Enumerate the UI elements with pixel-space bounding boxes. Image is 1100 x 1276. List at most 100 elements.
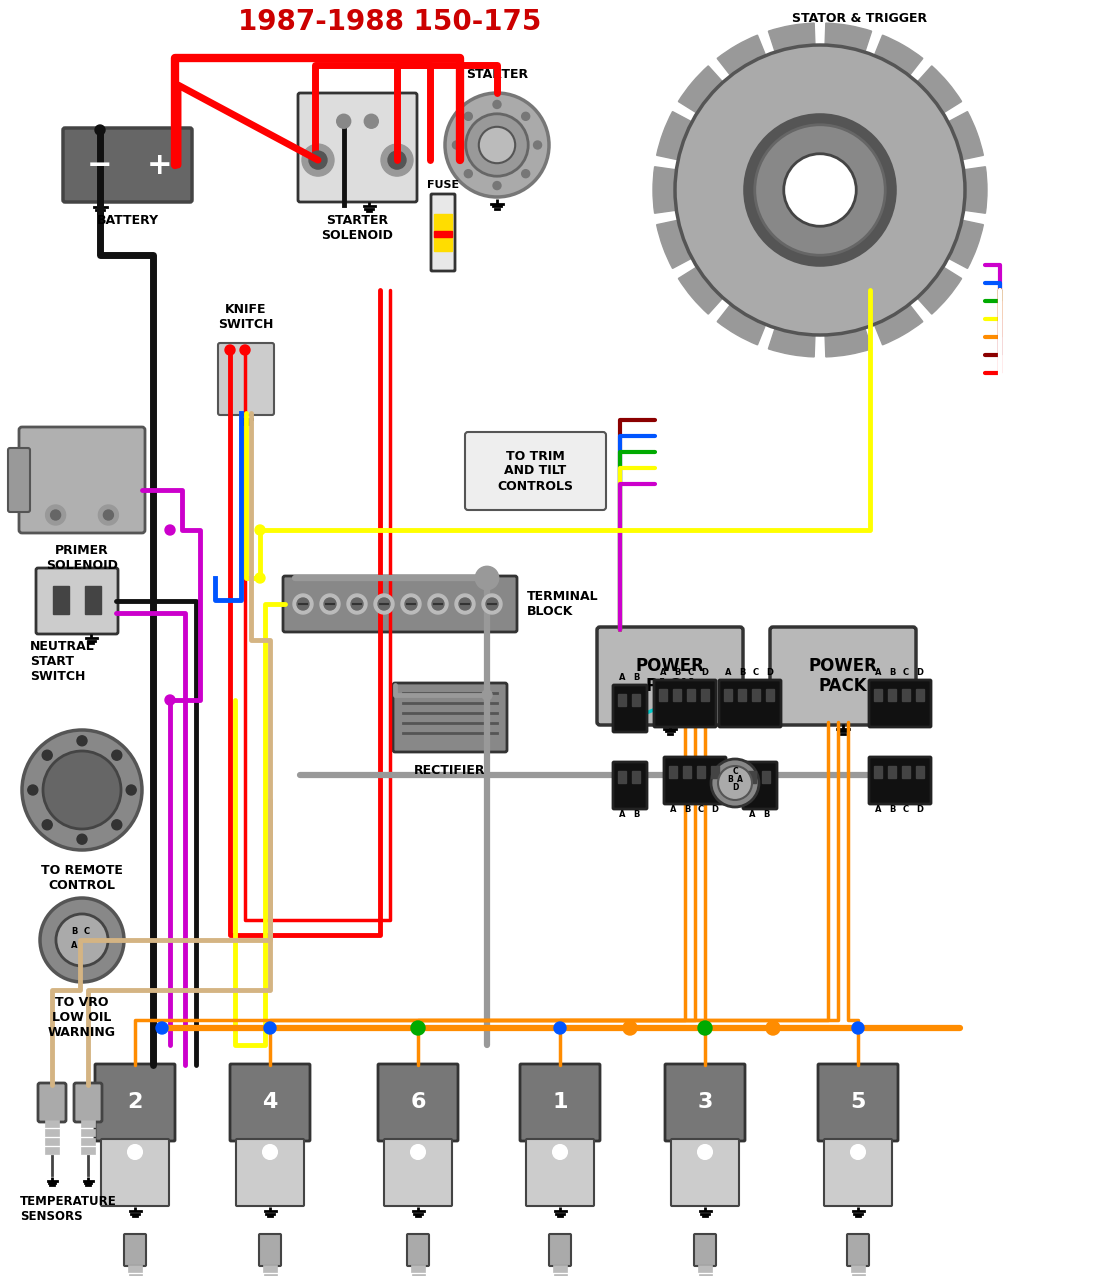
Text: 1: 1 [552, 1092, 568, 1113]
Text: D: D [732, 783, 738, 792]
Text: 4: 4 [262, 1092, 277, 1113]
Circle shape [165, 695, 175, 706]
Bar [874, 766, 882, 778]
Bar [45, 1120, 59, 1127]
FancyBboxPatch shape [431, 194, 455, 271]
FancyBboxPatch shape [818, 1064, 898, 1141]
Bar [669, 766, 676, 778]
Circle shape [364, 115, 378, 129]
FancyBboxPatch shape [218, 343, 274, 415]
FancyBboxPatch shape [95, 1064, 175, 1141]
FancyBboxPatch shape [869, 757, 931, 804]
Wedge shape [820, 36, 923, 190]
FancyBboxPatch shape [8, 448, 30, 512]
Text: B: B [632, 810, 639, 819]
Text: D: D [712, 805, 718, 814]
Wedge shape [820, 190, 961, 314]
Circle shape [381, 144, 412, 176]
Wedge shape [820, 190, 871, 357]
FancyBboxPatch shape [671, 1139, 739, 1206]
Circle shape [98, 505, 119, 524]
Text: POWER
PACK: POWER PACK [808, 657, 878, 695]
Text: RECTIFIER: RECTIFIER [415, 764, 486, 777]
Bar [45, 1147, 59, 1154]
Text: FUSE: FUSE [427, 180, 459, 190]
Bar [85, 586, 100, 614]
Circle shape [40, 898, 124, 983]
Wedge shape [717, 190, 820, 345]
Circle shape [346, 595, 367, 614]
Circle shape [22, 730, 142, 850]
Wedge shape [820, 23, 871, 190]
Bar [748, 771, 756, 783]
Circle shape [302, 144, 334, 176]
Circle shape [293, 595, 314, 614]
Text: A: A [618, 672, 625, 681]
Text: D: D [916, 669, 924, 678]
Text: BATTERY: BATTERY [97, 214, 158, 227]
FancyBboxPatch shape [824, 1139, 892, 1206]
Circle shape [165, 524, 175, 535]
FancyBboxPatch shape [719, 680, 781, 727]
Wedge shape [820, 190, 923, 345]
Bar [701, 689, 710, 701]
Circle shape [126, 785, 136, 795]
Text: C: C [903, 669, 909, 678]
Text: 6: 6 [410, 1092, 426, 1113]
Bar [411, 1273, 425, 1276]
Circle shape [476, 567, 498, 590]
Circle shape [103, 510, 113, 521]
Circle shape [411, 1145, 425, 1159]
Text: A: A [725, 669, 732, 678]
Bar [434, 214, 452, 251]
Bar [902, 766, 910, 778]
Bar [916, 689, 924, 701]
Circle shape [412, 1022, 424, 1034]
FancyBboxPatch shape [526, 1139, 594, 1206]
FancyBboxPatch shape [694, 1234, 716, 1266]
Circle shape [255, 524, 265, 535]
Bar [698, 1265, 712, 1272]
Circle shape [852, 1022, 864, 1034]
Circle shape [374, 595, 394, 614]
FancyBboxPatch shape [869, 680, 931, 727]
Circle shape [745, 115, 895, 265]
Circle shape [309, 151, 327, 170]
Text: C: C [688, 669, 694, 678]
Bar [553, 1265, 566, 1272]
Text: B: B [889, 669, 895, 678]
FancyBboxPatch shape [613, 762, 647, 809]
Circle shape [486, 598, 498, 610]
FancyBboxPatch shape [597, 627, 743, 725]
Bar [673, 689, 681, 701]
Circle shape [43, 752, 121, 829]
Circle shape [42, 819, 52, 829]
Text: 5: 5 [850, 1092, 866, 1113]
Wedge shape [679, 190, 820, 314]
Circle shape [755, 125, 886, 255]
Text: B: B [70, 928, 77, 937]
Bar [553, 1273, 566, 1276]
Circle shape [28, 785, 37, 795]
Circle shape [455, 595, 475, 614]
Text: TEMPERATURE
SENSORS: TEMPERATURE SENSORS [20, 1196, 117, 1222]
Circle shape [77, 835, 87, 845]
FancyBboxPatch shape [36, 568, 118, 634]
Wedge shape [657, 111, 820, 190]
Text: STARTER
SOLENOID: STARTER SOLENOID [321, 214, 394, 242]
Circle shape [493, 101, 500, 108]
Text: TO VRO
LOW OIL
WARNING: TO VRO LOW OIL WARNING [48, 997, 116, 1039]
Wedge shape [653, 167, 820, 213]
FancyBboxPatch shape [654, 680, 716, 727]
Text: C: C [903, 805, 909, 814]
Text: +: + [147, 151, 173, 180]
Circle shape [711, 759, 759, 806]
FancyBboxPatch shape [39, 1083, 66, 1122]
Bar [81, 1129, 95, 1136]
Text: C: C [752, 669, 759, 678]
Bar [888, 766, 896, 778]
Text: C: C [84, 928, 90, 937]
Circle shape [783, 153, 856, 226]
FancyBboxPatch shape [520, 1064, 600, 1141]
Bar [874, 689, 882, 701]
